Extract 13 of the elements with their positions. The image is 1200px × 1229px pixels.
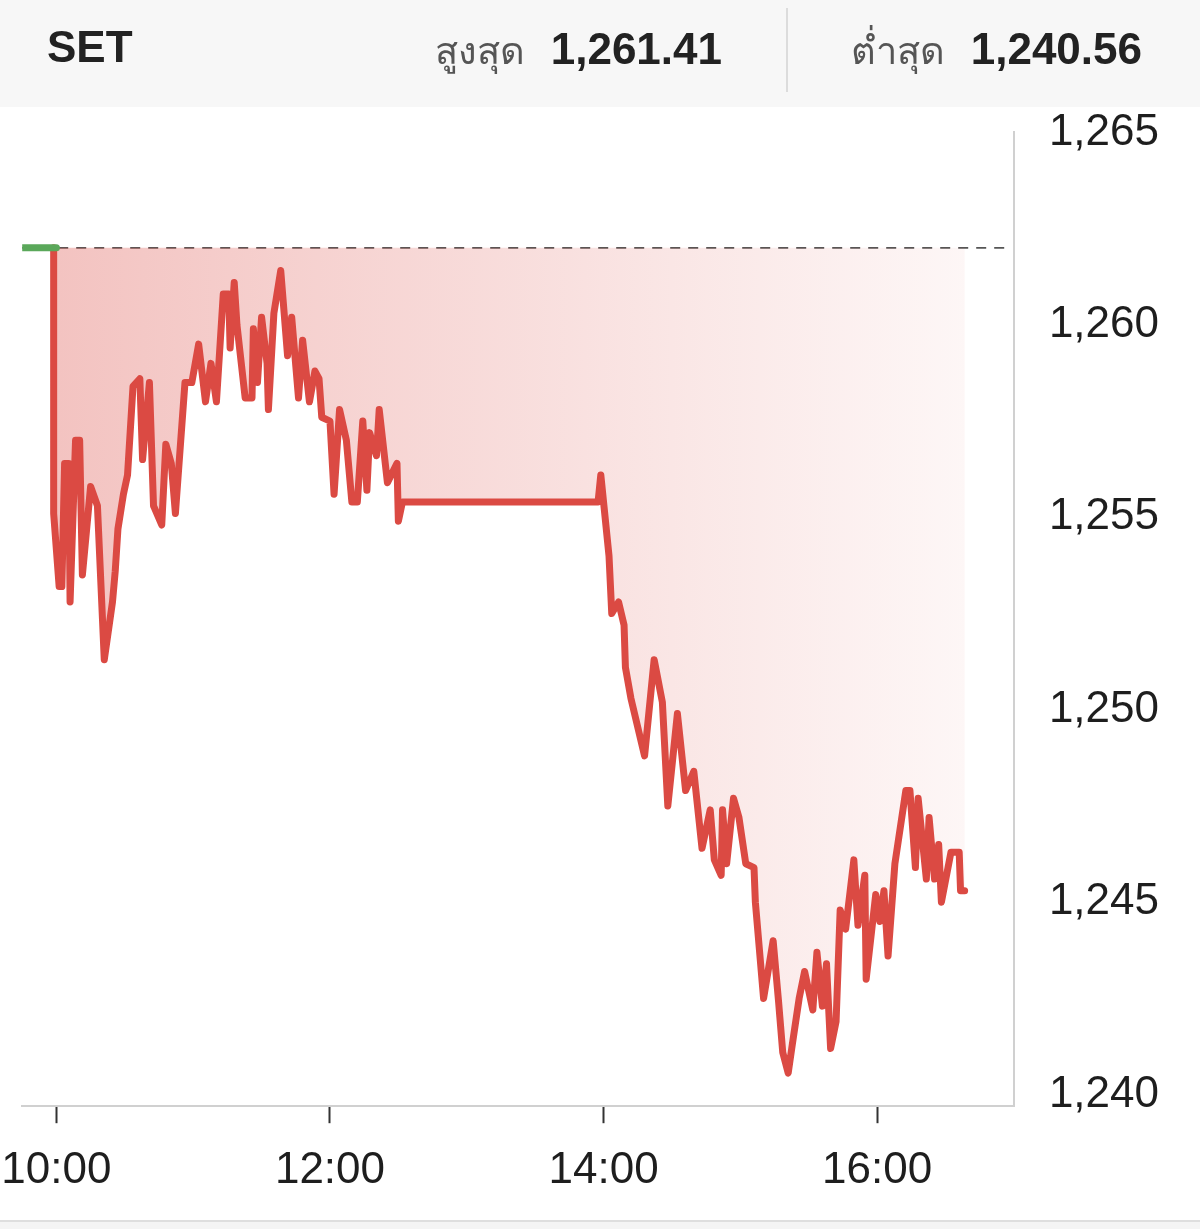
y-tick-label: 1,240 <box>1048 1066 1159 1116</box>
chart-title: SET <box>47 21 133 73</box>
y-tick-label: 1,260 <box>1048 296 1159 346</box>
text: สูงสุด 1,261.41 <box>434 24 722 73</box>
y-tick-label: 1,250 <box>1048 681 1159 731</box>
y-tick-label: 1,255 <box>1048 489 1159 539</box>
y-tick-label: 1,245 <box>1048 874 1159 924</box>
y-tick-label: 1,265 <box>1048 104 1159 154</box>
text: ต่ำสุด 1,240.56 <box>850 24 1142 73</box>
x-tick-label: 10:00 <box>1 1142 112 1192</box>
x-tick-label: 14:00 <box>548 1142 659 1192</box>
x-tick-label: 16:00 <box>822 1142 933 1192</box>
x-tick-label: 12:00 <box>274 1142 386 1192</box>
